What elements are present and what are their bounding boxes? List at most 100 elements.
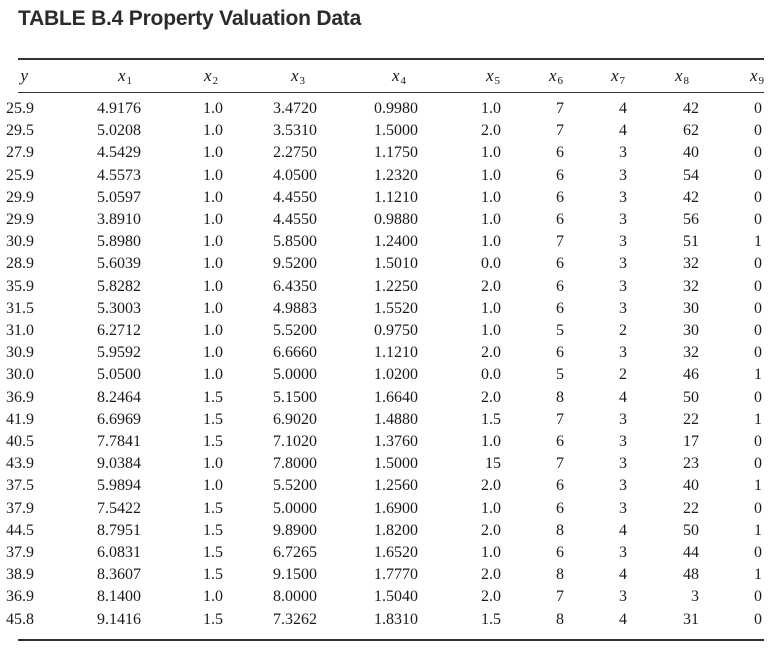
table-cell: 31.0: [6, 322, 34, 339]
table-cell: 6: [556, 299, 564, 317]
table-cell: 1.0: [481, 544, 501, 561]
table-cell: 7: [556, 122, 564, 140]
table-cell: 23: [683, 455, 699, 473]
table-cell: 6: [556, 477, 564, 495]
table-cell: 36.9: [6, 388, 34, 406]
table-cell: 1.5520: [374, 299, 418, 317]
table-cell: 4.4550: [273, 211, 317, 228]
table-cell: 0: [754, 499, 762, 517]
table-cell: 8.1400: [97, 588, 141, 606]
table-cell: 0: [754, 277, 762, 295]
table-cell: 0: [754, 322, 762, 339]
table-cell: 44: [683, 544, 699, 561]
table-cell: 1.5000: [374, 455, 418, 473]
column-header-subscript: 1: [126, 75, 133, 87]
table-cell: 1.0: [203, 122, 223, 140]
table-cell: 5: [556, 366, 564, 384]
table-cell: 3: [691, 588, 699, 606]
table-cell: 2.0: [481, 521, 501, 539]
table-cell: 6.6660: [273, 344, 317, 362]
table-cell: 0: [754, 188, 762, 206]
table-cell: 6: [556, 255, 564, 273]
table-cell: 9.8900: [273, 521, 317, 539]
table-cell: 7: [556, 455, 564, 473]
table-cell: 29.9: [6, 211, 34, 228]
table-cell: 3: [619, 211, 627, 228]
table-cell: 0: [754, 588, 762, 606]
table-cell: 36.9: [6, 588, 34, 606]
table-cell: 3: [619, 433, 627, 450]
column-header-variable: x: [391, 66, 400, 85]
table-cell: 1.0: [481, 100, 501, 117]
table-cell: 6: [556, 211, 564, 228]
table-cell: 2.0: [481, 566, 501, 584]
table-cell: 3: [619, 299, 627, 317]
table-cell: 4.5573: [97, 166, 141, 184]
table-cell: 54: [683, 166, 699, 184]
table-cell: 0: [754, 255, 762, 273]
table-cell: 1.0: [203, 344, 223, 362]
table-cell: 29.9: [6, 188, 34, 206]
table-cell: 4.5429: [97, 144, 141, 162]
table-cell: 1.6520: [374, 544, 418, 561]
table-cell: 5.0597: [97, 188, 141, 206]
table-cell: 27.9: [6, 144, 34, 162]
table-cell: 3.4720: [273, 100, 317, 117]
table-cell: 1.0: [203, 144, 223, 162]
table-cell: 7.3262: [273, 610, 317, 628]
table-cell: 28.9: [6, 255, 34, 273]
table-cell: 2: [619, 366, 627, 384]
column-header-variable: x: [485, 66, 494, 85]
table-cell: 25.9: [6, 100, 34, 117]
table-cell: 0: [754, 433, 762, 450]
column-header: x9: [750, 66, 764, 91]
table-cell: 29.5: [6, 122, 34, 140]
table-cell: 5.8980: [97, 233, 141, 251]
table-cell: 1.0: [203, 100, 223, 117]
table-cell: 3: [619, 499, 627, 517]
table-cell: 3: [619, 277, 627, 295]
table-cell: 0: [754, 544, 762, 561]
table-cell: 42: [683, 100, 699, 117]
table-cell: 1.5: [203, 610, 223, 628]
table-cell: 1.0: [203, 366, 223, 384]
table-cell: 1.7770: [374, 566, 418, 584]
table-cell: 7.7841: [97, 433, 141, 450]
table-cell: 32: [683, 344, 699, 362]
table-cell: 3: [619, 410, 627, 428]
table-cell: 1.2560: [374, 477, 418, 495]
table-cell: 31: [683, 610, 699, 628]
table-cell: 25.9: [6, 166, 34, 184]
table-cell: 1.0200: [374, 366, 418, 384]
table-cell: 7: [556, 233, 564, 251]
table-cell: 1.0: [203, 166, 223, 184]
table-cell: 41.9: [6, 410, 34, 428]
table-cell: 6.9020: [273, 410, 317, 428]
table-cell: 4: [619, 122, 627, 140]
top-rule: [18, 58, 764, 60]
table-cell: 22: [683, 410, 699, 428]
column-header-subscript: 7: [619, 75, 626, 87]
table-cell: 6.4350: [273, 277, 317, 295]
table-cell: 0: [754, 344, 762, 362]
table-cell: 3: [619, 255, 627, 273]
table-cell: 5.0208: [97, 122, 141, 140]
table-cell: 6: [556, 544, 564, 561]
column-header: x6: [549, 66, 563, 91]
column-header: x7: [611, 66, 625, 91]
table-cell: 31.5: [6, 299, 34, 317]
table-cell: 4: [619, 521, 627, 539]
column-header-variable: x: [610, 66, 619, 85]
table-cell: 35.9: [6, 277, 34, 295]
table-cell: 1: [754, 521, 762, 539]
table-cell: 1.0: [203, 255, 223, 273]
table-cell: 1.5: [481, 410, 501, 428]
table-cell: 1.1210: [374, 188, 418, 206]
column-header-variable: x: [203, 66, 212, 85]
table-cell: 5.0500: [97, 366, 141, 384]
table-cell: 5.1500: [273, 388, 317, 406]
table-cell: 1.0: [203, 211, 223, 228]
table-cell: 6: [556, 188, 564, 206]
table-cell: 1.5: [203, 388, 223, 406]
table-cell: 5.8282: [97, 277, 141, 295]
